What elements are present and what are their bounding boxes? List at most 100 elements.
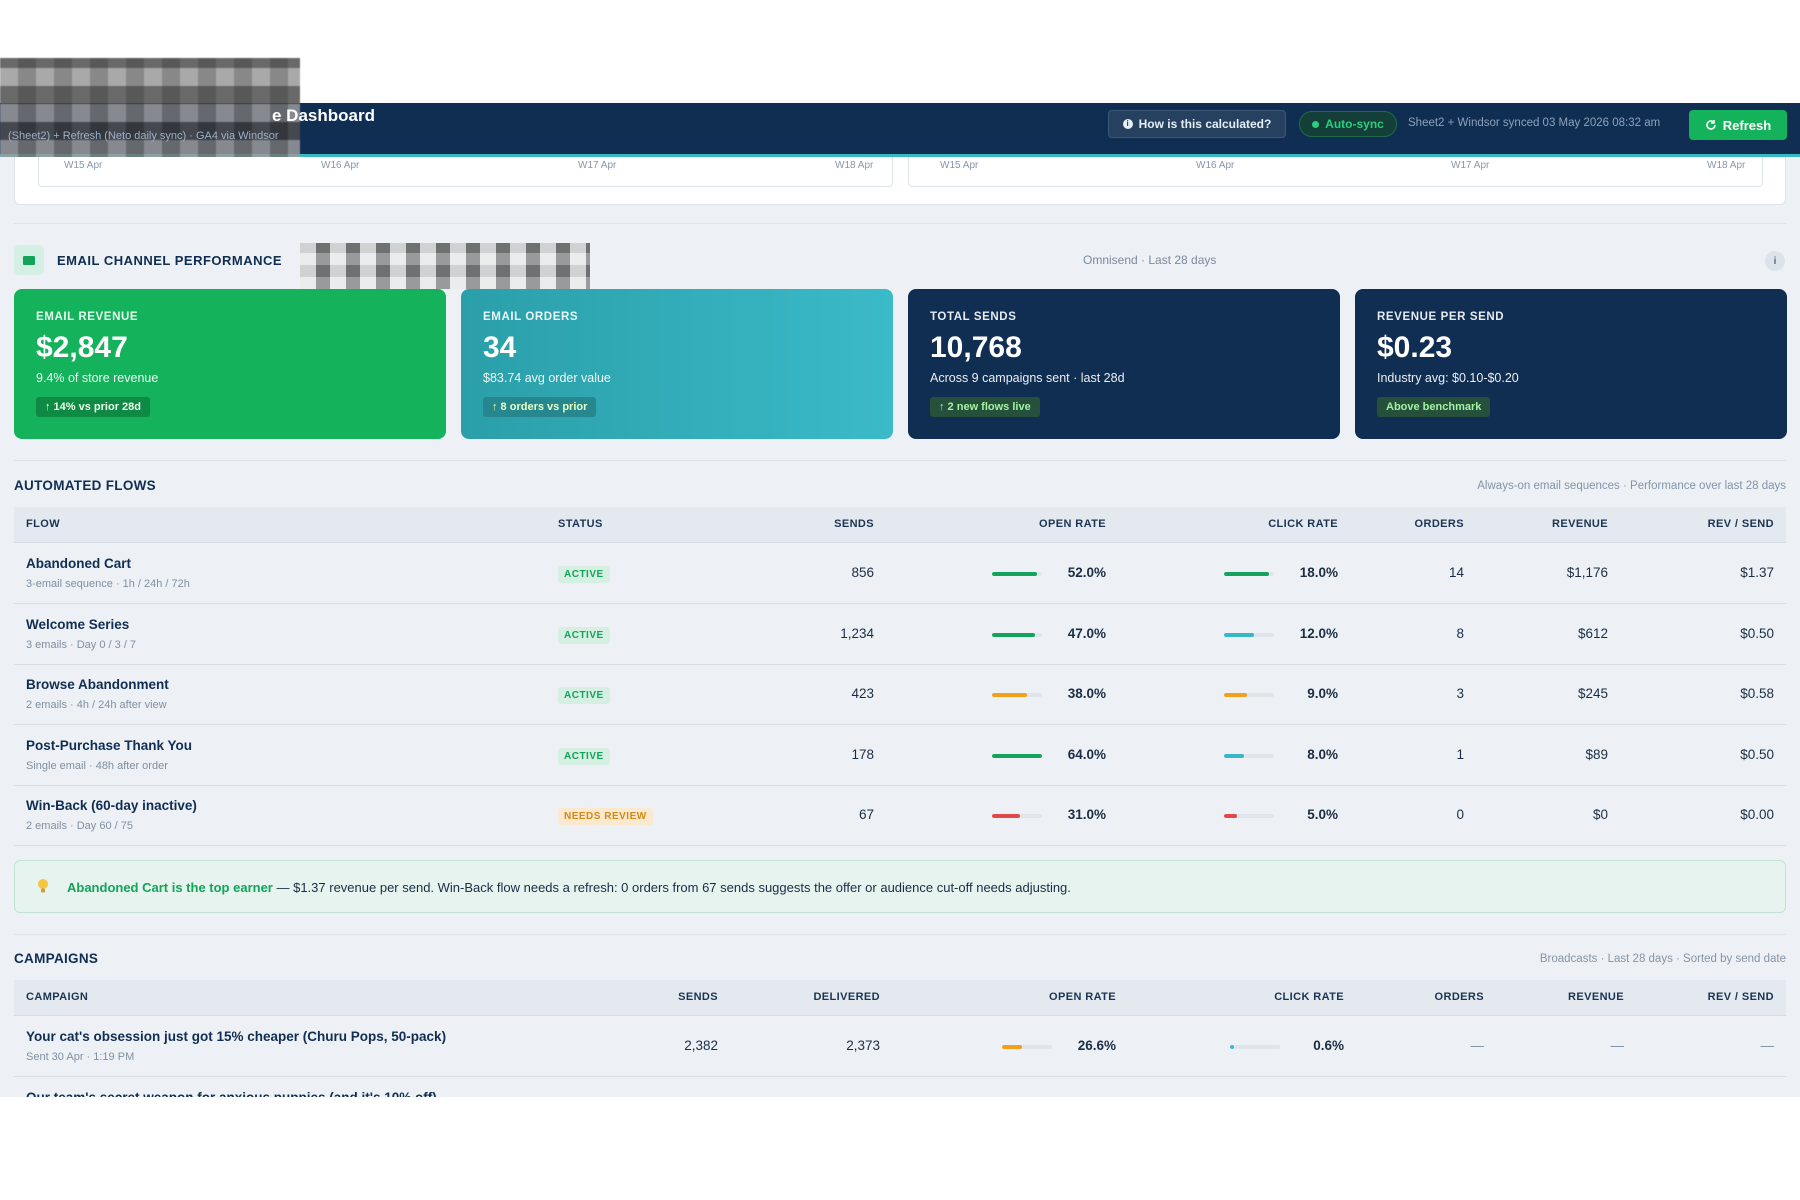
week-label: W15 Apr bbox=[64, 160, 103, 171]
redacted-logo bbox=[0, 58, 300, 158]
how-calculated-button[interactable]: i How is this calculated? bbox=[1108, 110, 1286, 138]
table-row[interactable]: Browse Abandonment 2 emails · 4h / 24h af… bbox=[14, 665, 1786, 725]
insight-text: Abandoned Cart is the top earner — $1.37… bbox=[67, 880, 1071, 895]
orders-value: 1 bbox=[1456, 746, 1464, 762]
redacted-text bbox=[300, 243, 590, 289]
flow-meta: 2 emails · 4h / 24h after view bbox=[26, 699, 167, 711]
sends-value: 178 bbox=[851, 746, 874, 762]
envelope-icon bbox=[14, 245, 44, 275]
orders-value: — bbox=[1470, 1038, 1485, 1053]
sends-value: 1,234 bbox=[840, 625, 874, 641]
campaigns-table-header: CAMPAIGN SENDS DELIVERED OPEN RATE CLICK… bbox=[14, 980, 1786, 1016]
click-rate-value: 8.0% bbox=[1307, 746, 1338, 762]
kpi-trend-badge: Above benchmark bbox=[1377, 397, 1491, 417]
column-header[interactable]: REV / SEND bbox=[1707, 518, 1774, 530]
auto-sync-label: Auto-sync bbox=[1325, 117, 1384, 131]
open-rate-bar bbox=[992, 814, 1042, 818]
table-row[interactable]: Post-Purchase Thank You Single email · 48… bbox=[14, 726, 1786, 786]
column-header[interactable]: CLICK RATE bbox=[1268, 518, 1338, 530]
revenue-value: — bbox=[1610, 1038, 1625, 1053]
flow-meta: 3 emails · Day 0 / 3 / 7 bbox=[26, 638, 137, 651]
insight-body: — $1.37 revenue per send. Win-Back flow … bbox=[272, 880, 1071, 895]
column-header[interactable]: CAMPAIGN bbox=[26, 991, 89, 1003]
click-rate-bar-fill bbox=[1230, 1045, 1234, 1049]
auto-sync-toggle[interactable]: Auto-sync bbox=[1299, 111, 1397, 137]
status-badge: ACTIVE bbox=[558, 747, 610, 765]
column-header[interactable]: ORDERS bbox=[1414, 518, 1464, 530]
kpi-subtext: 9.4% of store revenue bbox=[36, 371, 159, 385]
kpi-value: $0.23 bbox=[1377, 331, 1453, 364]
column-header[interactable]: REVENUE bbox=[1568, 991, 1624, 1003]
flow-name[interactable]: Browse Abandonment bbox=[26, 677, 169, 692]
mini-chart-left bbox=[38, 157, 893, 187]
click-rate-bar-fill bbox=[1224, 814, 1237, 818]
sends-value: 67 bbox=[858, 807, 874, 822]
campaign-meta: Sent 30 Apr · 1:19 PM bbox=[26, 1051, 135, 1063]
info-icon[interactable]: i bbox=[1765, 251, 1785, 271]
flow-name[interactable]: Post-Purchase Thank You bbox=[26, 737, 193, 753]
rev-per-send-value: $0.58 bbox=[1740, 686, 1774, 701]
week-label: W18 Apr bbox=[835, 160, 874, 171]
kpi-label: TOTAL SENDS bbox=[930, 311, 1017, 323]
lightbulb-icon bbox=[38, 879, 48, 893]
insight-lead: Abandoned Cart is the top earner bbox=[67, 880, 273, 895]
kpi-label: REVENUE PER SEND bbox=[1377, 311, 1505, 323]
insight-callout: Abandoned Cart is the top earner — $1.37… bbox=[14, 860, 1786, 913]
week-label: W17 Apr bbox=[578, 160, 617, 171]
week-label: W18 Apr bbox=[1707, 160, 1746, 171]
page-subtitle: (Sheet2) + Refresh (Neto daily sync) · G… bbox=[8, 130, 279, 142]
column-header[interactable]: REVENUE bbox=[1552, 518, 1608, 530]
click-rate-bar bbox=[1224, 753, 1274, 758]
open-rate-value: 38.0% bbox=[1067, 686, 1106, 701]
column-header[interactable]: ORDERS bbox=[1434, 991, 1484, 1003]
kpi-label: EMAIL REVENUE bbox=[36, 311, 139, 323]
status-badge: ACTIVE bbox=[558, 626, 610, 644]
click-rate-value: 5.0% bbox=[1307, 807, 1338, 822]
refresh-button[interactable]: Refresh bbox=[1689, 110, 1787, 140]
click-rate-bar bbox=[1230, 1045, 1280, 1049]
click-rate-value: 18.0% bbox=[1299, 565, 1338, 580]
column-header[interactable]: DELIVERED bbox=[813, 991, 880, 1003]
kpi-subtext: Across 9 campaigns sent · last 28d bbox=[930, 371, 1125, 385]
kpi-subtext: $83.74 avg order value bbox=[483, 371, 611, 385]
column-header[interactable]: SENDS bbox=[678, 991, 718, 1003]
page-bottom bbox=[0, 1097, 1800, 1200]
revenue-value: $612 bbox=[1577, 625, 1608, 641]
open-rate-bar bbox=[992, 753, 1042, 758]
click-rate-bar-fill bbox=[1224, 753, 1244, 758]
delivered-value: 2,373 bbox=[846, 1038, 880, 1053]
table-row[interactable]: Welcome Series 3 emails · Day 0 / 3 / 7 AC… bbox=[14, 605, 1786, 665]
rev-per-send-value: — bbox=[1760, 1038, 1775, 1053]
flow-name[interactable]: Abandoned Cart bbox=[26, 556, 132, 571]
sync-status: Sheet2 + Windsor synced 03 May 2026 08:3… bbox=[1408, 117, 1661, 129]
click-rate-bar bbox=[1224, 693, 1274, 697]
open-rate-bar bbox=[992, 693, 1042, 697]
flow-name[interactable]: Welcome Series bbox=[26, 616, 130, 632]
flows-title: AUTOMATED FLOWS bbox=[14, 478, 156, 493]
orders-value: 3 bbox=[1456, 686, 1464, 701]
kpi-card-total-sends: TOTAL SENDS 10,768 Across 9 campaigns se… bbox=[908, 289, 1340, 439]
table-row[interactable]: Win-Back (60-day inactive) 2 emails · Day… bbox=[14, 786, 1786, 846]
kpi-value: $2,847 bbox=[36, 331, 128, 364]
open-rate-bar-fill bbox=[1002, 1045, 1022, 1049]
mini-chart-right bbox=[908, 157, 1763, 187]
status-badge: ACTIVE bbox=[558, 566, 610, 583]
orders-value: 14 bbox=[1448, 565, 1464, 580]
column-header[interactable]: OPEN RATE bbox=[1049, 991, 1116, 1003]
column-header[interactable]: STATUS bbox=[558, 518, 603, 530]
section-source: Omnisend · Last 28 days bbox=[1083, 253, 1217, 267]
column-header[interactable]: REV / SEND bbox=[1707, 991, 1774, 1003]
flow-name[interactable]: Win-Back (60-day inactive) bbox=[26, 798, 197, 813]
table-row[interactable]: Your cat's obsession just got 15% cheape… bbox=[14, 1017, 1786, 1077]
refresh-icon bbox=[1705, 120, 1716, 130]
campaign-name[interactable]: Your cat's obsession just got 15% cheape… bbox=[26, 1029, 447, 1044]
table-row[interactable]: Abandoned Cart 3-email sequence · 1h / 24… bbox=[14, 544, 1786, 604]
column-header[interactable]: FLOW bbox=[26, 518, 60, 530]
column-header[interactable]: OPEN RATE bbox=[1039, 518, 1106, 530]
divider bbox=[14, 934, 1786, 935]
week-label: W17 Apr bbox=[1451, 160, 1490, 171]
column-header[interactable]: SENDS bbox=[834, 518, 874, 530]
column-header[interactable]: CLICK RATE bbox=[1274, 991, 1344, 1003]
orders-value: 0 bbox=[1456, 807, 1464, 822]
info-icon: i bbox=[1122, 119, 1133, 129]
